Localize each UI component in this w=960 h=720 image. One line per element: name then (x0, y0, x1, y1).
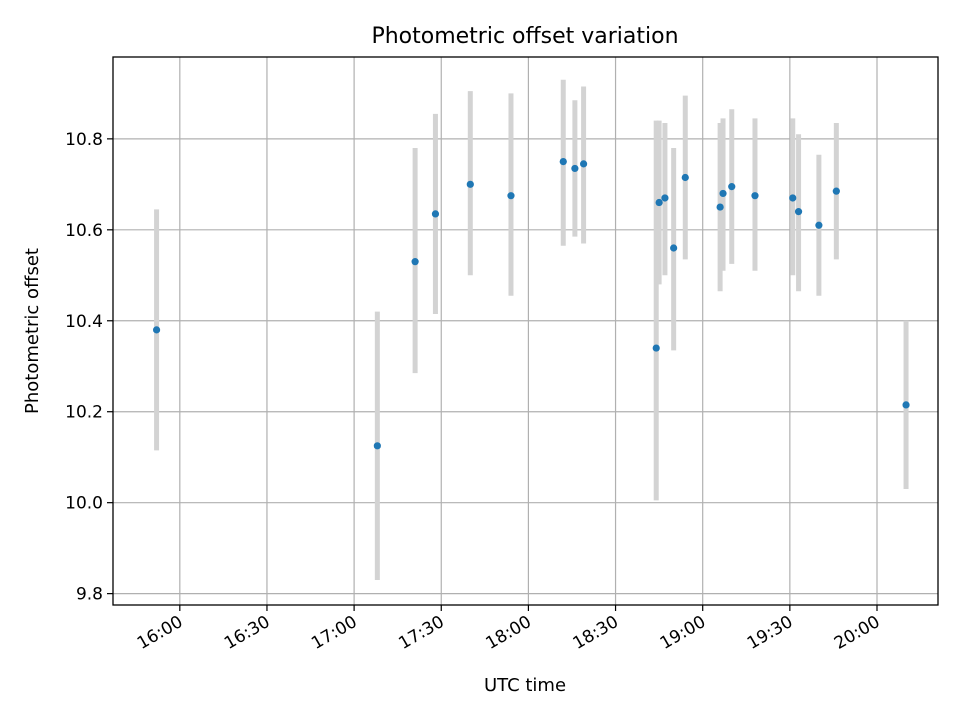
data-point (716, 203, 724, 211)
data-point (411, 258, 419, 266)
data-point (507, 192, 515, 200)
data-point (719, 189, 727, 198)
data-point (661, 194, 669, 202)
data-point (751, 192, 759, 200)
y-tick-label: 10.8 (65, 130, 103, 150)
data-point (794, 208, 803, 216)
data-point (571, 164, 579, 173)
data-point (832, 187, 840, 195)
data-point (670, 244, 678, 252)
data-point (431, 210, 440, 218)
data-points (152, 157, 910, 450)
y-tick-label: 9.8 (76, 585, 103, 605)
y-tick-label: 10.4 (65, 312, 103, 332)
y-tick-label: 10.2 (65, 403, 103, 423)
data-point (902, 401, 910, 409)
data-point (681, 173, 689, 182)
data-point (815, 221, 823, 229)
x-axis-label: UTC time (484, 675, 566, 696)
chart-title: Photometric offset variation (371, 24, 678, 49)
y-axis-label: Photometric offset (22, 248, 43, 414)
data-point (559, 157, 567, 166)
data-point (152, 326, 161, 334)
plot-frame (112, 56, 939, 606)
data-point (579, 160, 588, 168)
data-point (728, 183, 736, 191)
data-point (655, 198, 663, 207)
y-tick-label: 10.6 (65, 221, 103, 241)
y-tick-label: 10.0 (65, 494, 103, 514)
data-point (789, 194, 797, 202)
data-point (466, 180, 474, 188)
data-point (373, 442, 381, 450)
data-point (652, 344, 660, 352)
